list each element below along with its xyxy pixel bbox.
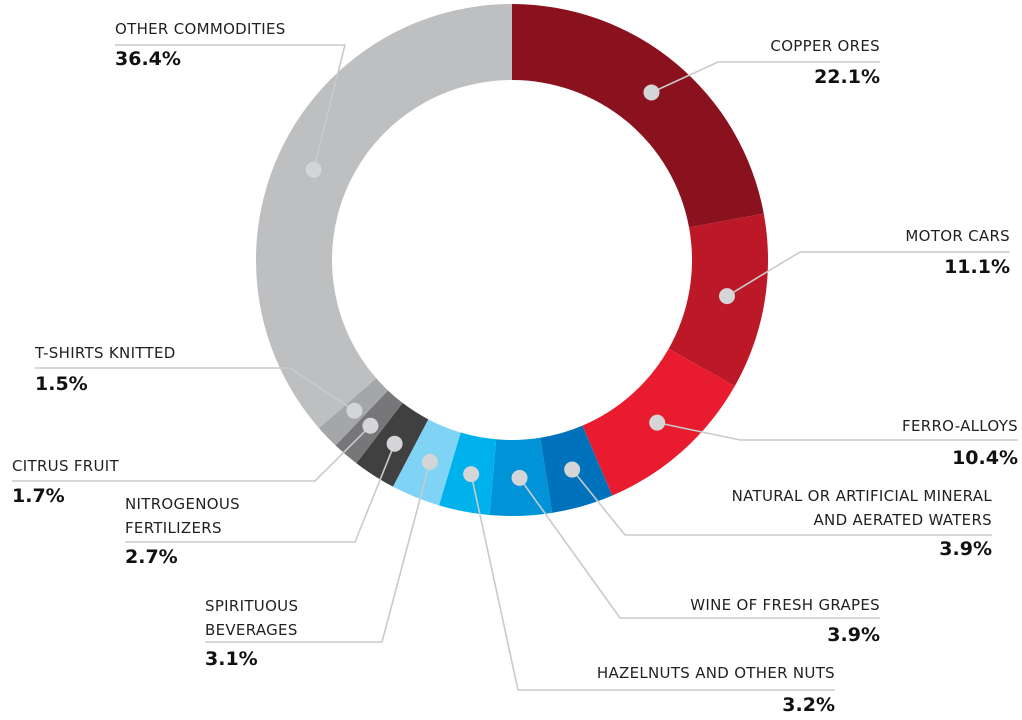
value-label: 3.2% — [782, 694, 835, 716]
leader-line — [125, 443, 396, 543]
label-dot — [718, 288, 735, 305]
label-dot — [346, 402, 363, 419]
slice-label: HAZELNUTS AND OTHER NUTS — [596, 664, 835, 682]
slice-label: T-SHIRTS KNITTED — [35, 344, 176, 362]
slice-label: NITROGENOUS FERTILIZERS — [125, 495, 240, 537]
slice — [668, 213, 769, 387]
value-label: 3.9% — [827, 624, 880, 646]
slice-label: WINE OF FRESH GRAPES — [690, 596, 880, 614]
leader-line — [657, 421, 1018, 441]
value-label: 22.1% — [814, 66, 880, 88]
label-dot — [386, 435, 403, 452]
slice-label: SPIRITUOUS BEVERAGES — [205, 597, 299, 639]
label-dot — [362, 417, 379, 434]
value-label: 2.7% — [125, 546, 178, 568]
value-label: 11.1% — [944, 256, 1010, 278]
leader-line — [12, 425, 371, 482]
leader-line — [651, 61, 880, 94]
slice — [255, 4, 512, 429]
slice-label: FERRO-ALLOYS — [902, 417, 1018, 435]
label-dot — [643, 84, 660, 101]
label-dot — [511, 469, 528, 486]
slice-label: MOTOR CARS — [905, 227, 1010, 245]
value-label: 1.5% — [35, 373, 88, 395]
label-dot — [649, 414, 666, 431]
value-label: 3.9% — [939, 538, 992, 560]
value-label: 3.1% — [205, 648, 258, 670]
leader-line — [518, 477, 880, 619]
value-label: 36.4% — [115, 48, 181, 70]
leader-line — [205, 461, 431, 643]
leader-line — [35, 367, 355, 412]
label-dot — [564, 461, 581, 478]
leader-line — [470, 473, 835, 691]
value-label: 1.7% — [12, 485, 65, 507]
leader-line — [115, 44, 347, 170]
slice-label: COPPER ORES — [770, 37, 880, 55]
label-dot — [421, 453, 438, 470]
value-label: 10.4% — [952, 447, 1018, 469]
slice-label: CITRUS FRUIT — [12, 457, 119, 475]
leader-line — [571, 469, 992, 536]
slice-label: NATURAL OR ARTIFICIAL MINERAL AND AERATE… — [731, 487, 992, 529]
leader-line — [726, 251, 1010, 297]
slice — [512, 4, 764, 228]
label-dot — [463, 466, 480, 483]
label-dot — [305, 161, 322, 178]
slice-label: OTHER COMMODITIES — [115, 20, 286, 38]
